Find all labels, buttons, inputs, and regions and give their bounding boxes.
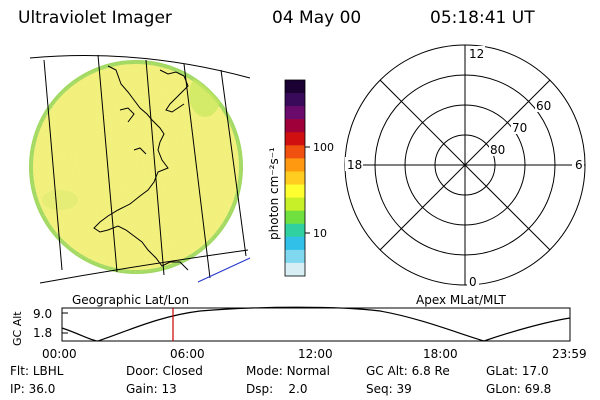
coastline — [93, 65, 189, 271]
info-glon: GLon: 69.8 — [486, 382, 552, 396]
apex-panel-label: Apex MLat/MLT — [416, 293, 506, 307]
info-dsp: Dsp: 2.0 — [246, 382, 308, 396]
altitude-curve — [61, 306, 571, 342]
info-door: Door: Closed — [126, 364, 203, 378]
mlat-label-70: 70 — [512, 121, 527, 135]
colorbar: 100 10 photon cm⁻²s⁻¹ — [267, 79, 334, 277]
mlt-label-12: 12 — [469, 47, 484, 61]
info-flt: Flt: LBHL — [10, 364, 64, 378]
instrument-title: Ultraviolet Imager — [18, 8, 172, 28]
colorbar-band — [285, 93, 305, 107]
colorbar-band — [285, 80, 305, 94]
date-label: 04 May 00 — [272, 8, 362, 28]
altitude-plot: GC Alt 9.0 1.8 00:00 06:00 12:00 18:00 2… — [11, 306, 587, 361]
info-gc-alt: GC Alt: 6.8 Re — [366, 364, 450, 378]
info-ip: IP: 36.0 — [10, 382, 56, 396]
mlt-label-0: 0 — [469, 275, 477, 289]
info-seq: Seq: 39 — [366, 382, 412, 396]
terminator-line — [197, 257, 251, 283]
mlt-label-18: 18 — [347, 158, 362, 172]
polar-plot — [344, 44, 586, 286]
uv-image-panel — [29, 54, 251, 284]
colorbar-tick-100: 100 — [313, 141, 334, 154]
colorbar-band — [285, 184, 305, 199]
colorbar-band — [285, 119, 305, 133]
mlt-label-6: 6 — [575, 158, 583, 172]
info-glat: GLat: 17.0 — [486, 364, 549, 378]
time-tick-1200: 12:00 — [298, 347, 333, 361]
colorbar-band — [285, 106, 305, 120]
colorbar-band — [285, 197, 305, 212]
colorbar-band — [285, 249, 305, 264]
colorbar-band — [285, 132, 305, 146]
mlat-label-60: 60 — [536, 99, 551, 113]
time-tick-0600: 06:00 — [170, 347, 205, 361]
colorbar-band — [285, 262, 305, 277]
alt-tick-1-8: 1.8 — [33, 326, 52, 340]
colorbar-unit-label: photon cm⁻²s⁻¹ — [267, 147, 281, 240]
colorbar-band — [285, 236, 305, 251]
mlat-label-80: 80 — [490, 143, 505, 157]
colorbar-band — [285, 171, 305, 186]
colorbar-band — [285, 145, 305, 159]
time-tick-1800: 18:00 — [423, 347, 458, 361]
info-gain: Gain: 13 — [126, 382, 177, 396]
geo-grid — [29, 54, 251, 284]
alt-tick-9: 9.0 — [33, 307, 52, 321]
time-tick-0000: 00:00 — [42, 347, 77, 361]
info-mode: Mode: Normal — [246, 364, 330, 378]
colorbar-band — [285, 158, 305, 172]
alt-axis-label: GC Alt — [11, 311, 24, 346]
geo-panel-label: Geographic Lat/Lon — [72, 293, 189, 307]
time-tick-2359: 23:59 — [552, 347, 587, 361]
colorbar-band — [285, 210, 305, 225]
colorbar-band — [285, 223, 305, 238]
colorbar-tick-10: 10 — [313, 227, 327, 240]
time-label: 05:18:41 UT — [430, 8, 535, 28]
